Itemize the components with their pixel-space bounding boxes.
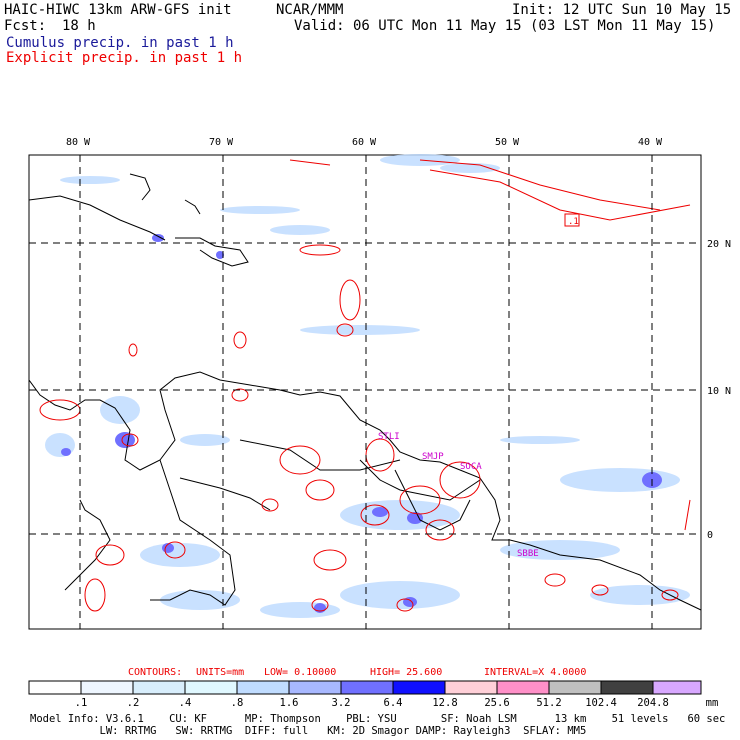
field-explicit-label: Explicit precip. in past 1 h — [6, 50, 243, 66]
lon-label-80w: 80 W — [66, 137, 91, 148]
colorbar-value: .8 — [230, 697, 244, 709]
cumulus-precip-shading — [45, 154, 690, 618]
colorbar-value: 1.6 — [279, 697, 299, 709]
model-info-line1: Model Info: V3.6.1 CU: KF MP: Thompson P… — [30, 713, 726, 725]
lat-label-20n: 20 N — [707, 239, 731, 250]
low-label: LOW= 0.10000 — [264, 667, 337, 678]
colorbar-value: .4 — [178, 697, 192, 709]
fcst-label: Fcst: — [4, 18, 47, 34]
colorbar-value: 204.8 — [637, 697, 669, 709]
colorbar-unit: mm — [705, 697, 719, 709]
model-title: HAIC-HIWC 13km ARW-GFS init — [4, 2, 232, 18]
station-soca: SOCA — [460, 462, 482, 472]
colorbar-value: 25.6 — [484, 697, 510, 709]
lat-lon-grid — [29, 155, 701, 629]
lon-label-40w: 40 W — [638, 137, 663, 148]
units-label: UNITS=mm — [196, 667, 245, 678]
lat-label-10n: 10 N — [707, 386, 731, 397]
org-label: NCAR/MMM — [276, 2, 344, 18]
colorbar-value: 3.2 — [331, 697, 351, 709]
colorbar-value: .1 — [74, 697, 88, 709]
station-stli: STLI — [378, 432, 400, 442]
model-info-line2: LW: RRTMG SW: RRTMG DIFF: full KM: 2D Sm… — [30, 725, 587, 737]
fcst-value: 18 h — [62, 18, 96, 34]
contour-label-box — [564, 213, 580, 227]
lon-label-50w: 50 W — [495, 137, 520, 148]
colorbar-value: 51.2 — [536, 697, 562, 709]
interval-label: INTERVAL=X 4.0000 — [484, 667, 587, 678]
map-frame — [28, 154, 702, 630]
high-label: HIGH= 25.600 — [370, 667, 443, 678]
explicit-precip-contours — [39, 159, 691, 612]
valid-time: Valid: 06 UTC Mon 11 May 15 (03 LST Mon … — [294, 18, 716, 34]
station-smjp: SMJP — [422, 452, 444, 462]
contour-label: .1 — [568, 217, 579, 227]
colorbar-value: 12.8 — [432, 697, 458, 709]
station-sbbe: SBBE — [517, 549, 539, 559]
contours-label: CONTOURS: — [128, 667, 183, 678]
init-time: Init: 12 UTC Sun 10 May 15 — [512, 2, 732, 18]
field-cumulus-label: Cumulus precip. in past 1 h — [6, 35, 234, 51]
colorbar-value: 102.4 — [585, 697, 617, 709]
lat-label-0: 0 — [707, 530, 713, 541]
lon-label-70w: 70 W — [209, 137, 234, 148]
colorbar-value: .2 — [126, 697, 140, 709]
lon-label-60w: 60 W — [352, 137, 377, 148]
colorbar — [28, 680, 702, 695]
colorbar-value: 6.4 — [383, 697, 403, 709]
